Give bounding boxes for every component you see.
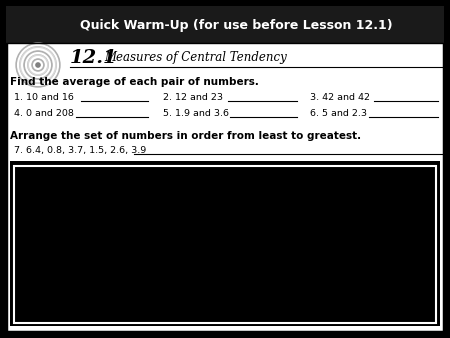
Circle shape bbox=[32, 59, 44, 71]
Text: Arrange the set of numbers in order from least to greatest.: Arrange the set of numbers in order from… bbox=[10, 131, 361, 141]
Circle shape bbox=[36, 63, 40, 67]
Text: 1. 10 and 16: 1. 10 and 16 bbox=[14, 93, 74, 101]
Circle shape bbox=[16, 43, 60, 87]
Text: 5. 1.9 and 3.6: 5. 1.9 and 3.6 bbox=[163, 108, 229, 118]
Text: 4. 0 and 208: 4. 0 and 208 bbox=[14, 108, 74, 118]
Text: 7. 6.4, 0.8, 3.7, 1.5, 2.6, 3.9: 7. 6.4, 0.8, 3.7, 1.5, 2.6, 3.9 bbox=[14, 145, 146, 154]
Text: 2. 12 and 23: 2. 12 and 23 bbox=[163, 93, 223, 101]
Text: Measures of Central Tendency: Measures of Central Tendency bbox=[104, 51, 287, 65]
Text: Quick Warm-Up (for use before Lesson 12.1): Quick Warm-Up (for use before Lesson 12.… bbox=[80, 19, 392, 31]
Circle shape bbox=[24, 51, 52, 79]
Text: 3. 42 and 42: 3. 42 and 42 bbox=[310, 93, 370, 101]
Text: 12.1: 12.1 bbox=[70, 49, 117, 67]
Bar bbox=[6, 6, 444, 43]
Bar bbox=[10, 161, 440, 326]
Bar bbox=[14, 166, 436, 323]
Text: 6. 5 and 2.3: 6. 5 and 2.3 bbox=[310, 108, 367, 118]
Text: Find the average of each pair of numbers.: Find the average of each pair of numbers… bbox=[10, 77, 259, 87]
Circle shape bbox=[20, 47, 56, 83]
Circle shape bbox=[28, 55, 48, 75]
